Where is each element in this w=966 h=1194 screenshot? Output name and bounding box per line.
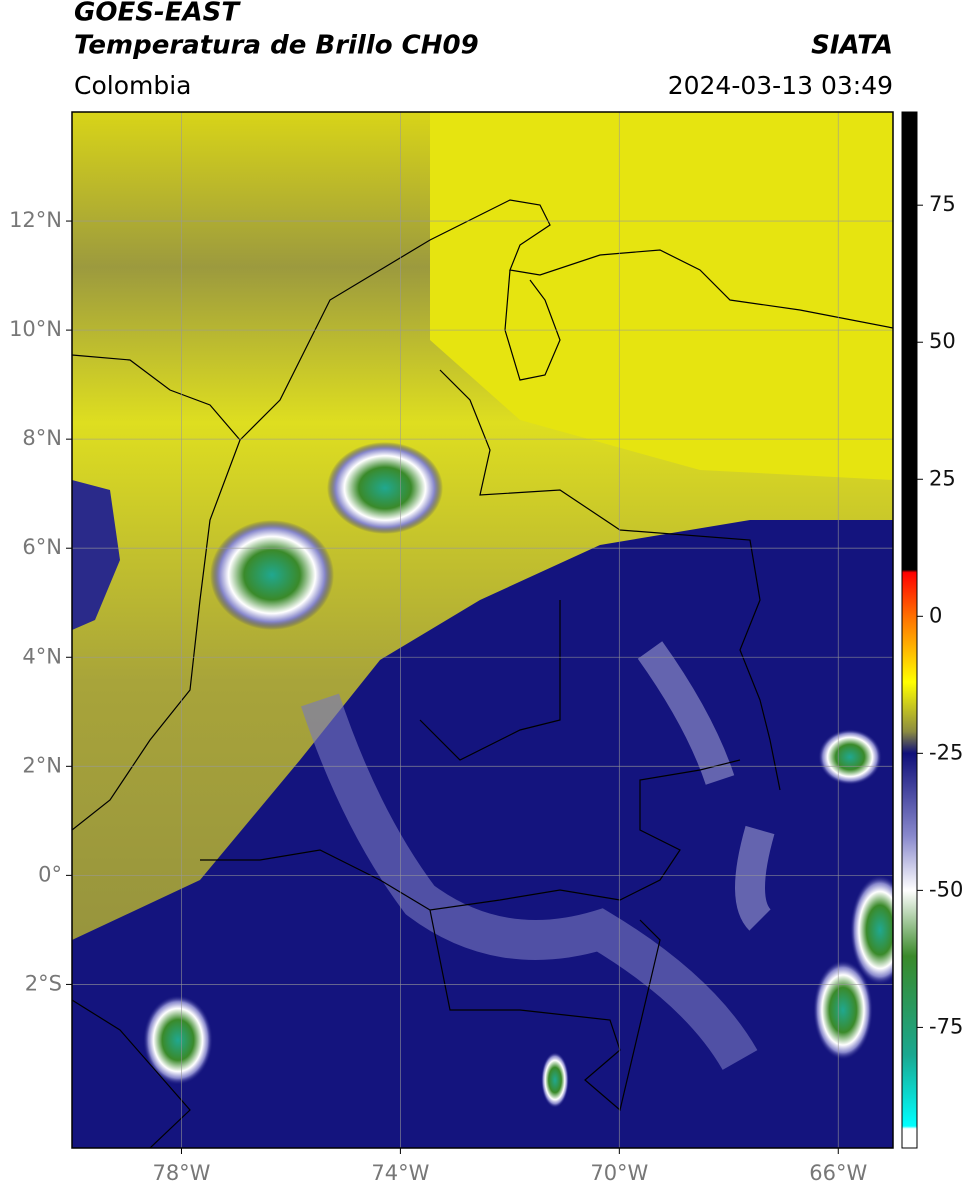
y-tick-label: 2°N <box>22 753 62 777</box>
colorbar <box>901 111 918 1149</box>
colorbar-tick-label: 75 <box>929 192 956 216</box>
x-tick-label: 78°W <box>152 1161 210 1185</box>
source: SIATA <box>811 31 893 61</box>
colorbar-tick-label: 50 <box>929 329 956 353</box>
x-tick-label: 74°W <box>371 1161 429 1185</box>
y-tick-label: 10°N <box>9 317 62 341</box>
grid <box>72 112 893 1148</box>
colorbar-tick-label: -25 <box>929 740 963 764</box>
y-tick-label: 12°N <box>9 208 62 232</box>
colorbar-tick-label: -50 <box>929 877 963 901</box>
y-tick-label: 6°N <box>22 535 62 559</box>
x-tick-label: 66°W <box>809 1161 867 1185</box>
satellite-image <box>72 112 893 1148</box>
y-tick-label: 0° <box>38 862 62 886</box>
colorbar-tick-label: 0 <box>929 603 942 627</box>
datetime: 2024-03-13 03:49 <box>668 71 893 100</box>
y-tick-label: 8°N <box>22 426 62 450</box>
x-tick-label: 70°W <box>590 1161 648 1185</box>
product: Temperatura de Brillo CH09 <box>74 31 479 61</box>
region: Colombia <box>74 71 191 100</box>
colorbar-tick-label: -75 <box>929 1014 963 1038</box>
satellite: GOES-EAST <box>74 0 241 28</box>
y-tick-label: 4°N <box>22 644 62 668</box>
colorbar-tick-label: 25 <box>929 466 956 490</box>
map-frame <box>71 111 894 1149</box>
y-tick-label: 2°S <box>25 971 62 995</box>
